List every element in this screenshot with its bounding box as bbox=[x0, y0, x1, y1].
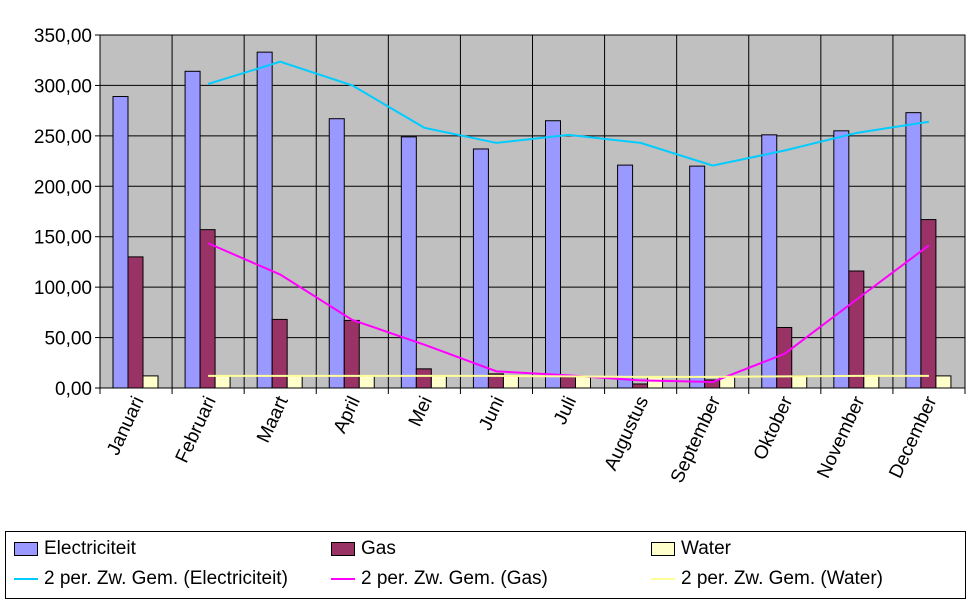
bar-water bbox=[142, 375, 159, 389]
bar-water bbox=[575, 376, 591, 389]
bar-gas bbox=[415, 368, 432, 389]
bar-gas bbox=[127, 256, 144, 389]
x-tick-label: Juli bbox=[550, 393, 581, 428]
legend-label: 2 per. Zw. Gem. (Electriciteit) bbox=[44, 568, 288, 589]
x-tick-label: Maart bbox=[253, 393, 293, 447]
bar-gas bbox=[632, 383, 649, 389]
x-tick-label: Juni bbox=[475, 393, 509, 433]
bar-gas bbox=[776, 326, 793, 389]
y-tick-label: 250,00 bbox=[34, 127, 92, 148]
bar-electriciteit bbox=[472, 148, 489, 389]
x-tick-label: December bbox=[885, 393, 941, 482]
legend-item-ma-electriciteit: 2 per. Zw. Gem. (Electriciteit) bbox=[14, 567, 288, 591]
legend-swatch bbox=[331, 542, 355, 556]
plot-border bbox=[99, 34, 966, 389]
x-tick-label: Mei bbox=[405, 393, 437, 430]
legend-item-electriciteit: Electriciteit bbox=[14, 537, 136, 561]
line-moving-average bbox=[208, 374, 929, 378]
bar-electriciteit bbox=[545, 120, 561, 389]
y-tick-label: 350,00 bbox=[34, 26, 92, 47]
legend-item-ma-water: 2 per. Zw. Gem. (Water) bbox=[651, 567, 883, 591]
bar-gas bbox=[199, 229, 216, 389]
y-tick-label: 0,00 bbox=[55, 379, 92, 400]
bar-electriciteit bbox=[761, 134, 778, 389]
x-tick-label: Januari bbox=[103, 393, 148, 458]
bar-electriciteit bbox=[112, 96, 129, 389]
x-tick-label: April bbox=[330, 393, 365, 436]
legend-line bbox=[331, 578, 355, 580]
legend-label: Gas bbox=[361, 538, 396, 559]
bar-water bbox=[502, 375, 519, 389]
bar-gas bbox=[343, 319, 360, 389]
bar-electriciteit bbox=[328, 118, 345, 389]
bar-gas bbox=[271, 318, 288, 389]
line-moving-average bbox=[207, 242, 930, 383]
line-moving-average bbox=[207, 60, 930, 167]
legend-line bbox=[651, 578, 675, 580]
bar-water bbox=[286, 375, 303, 389]
bar-water bbox=[214, 375, 231, 389]
bar-electriciteit bbox=[833, 130, 850, 389]
legend-label: 2 per. Zw. Gem. (Water) bbox=[681, 568, 884, 589]
bar-electriciteit bbox=[256, 51, 273, 389]
legend-line bbox=[14, 578, 38, 580]
bar-electriciteit bbox=[184, 70, 201, 389]
legend: Electriciteit Gas Water 2 per. Zw. Gem. … bbox=[5, 531, 966, 599]
y-tick-label: 200,00 bbox=[34, 177, 92, 198]
bar-gas bbox=[848, 270, 865, 389]
legend-swatch bbox=[14, 542, 38, 556]
legend-item-ma-gas: 2 per. Zw. Gem. (Gas) bbox=[331, 567, 548, 591]
y-tick-label: 100,00 bbox=[34, 278, 92, 299]
chart: 0,00 50,00 100,00 150,00 200,00 250,00 300,00 3… bbox=[34, 26, 966, 487]
bar-water bbox=[430, 375, 447, 389]
bar-water bbox=[863, 375, 880, 389]
x-tick-label: September bbox=[667, 393, 726, 487]
bar-water bbox=[647, 376, 664, 389]
y-tick-label: 50,00 bbox=[44, 329, 92, 350]
bar-water bbox=[791, 375, 808, 389]
bar-electriciteit bbox=[617, 164, 634, 389]
legend-item-gas: Gas bbox=[331, 537, 396, 561]
legend-label: Electriciteit bbox=[44, 538, 136, 559]
y-tick-label: 300,00 bbox=[34, 76, 92, 97]
x-tick-label: Februari bbox=[172, 393, 221, 466]
y-tick-label: 150,00 bbox=[34, 228, 92, 249]
x-tick-label: November bbox=[813, 393, 869, 482]
bar-gas bbox=[560, 376, 576, 389]
legend-swatch bbox=[651, 542, 675, 556]
bar-electriciteit bbox=[689, 165, 706, 389]
legend-item-water: Water bbox=[651, 537, 731, 561]
bar-electriciteit bbox=[400, 136, 417, 389]
bar-water bbox=[935, 375, 952, 389]
bar-water bbox=[358, 375, 375, 389]
legend-label: Water bbox=[681, 538, 731, 559]
x-tick-label: Augustus bbox=[601, 393, 654, 474]
bar-electriciteit bbox=[905, 112, 922, 389]
legend-label: 2 per. Zw. Gem. (Gas) bbox=[361, 568, 548, 589]
x-tick-label: Oktober bbox=[750, 393, 798, 464]
